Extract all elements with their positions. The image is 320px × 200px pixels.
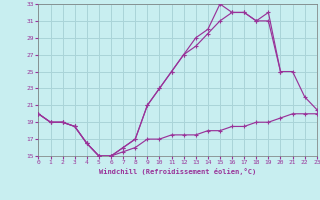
X-axis label: Windchill (Refroidissement éolien,°C): Windchill (Refroidissement éolien,°C) bbox=[99, 168, 256, 175]
